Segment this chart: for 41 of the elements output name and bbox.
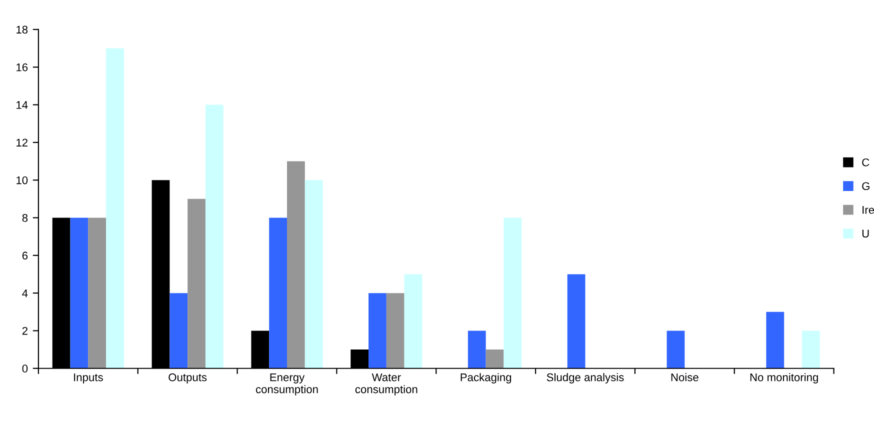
y-tick-label: 14 — [16, 101, 28, 109]
bar — [468, 330, 486, 368]
bar — [188, 198, 206, 368]
bar — [766, 312, 784, 368]
y-tick-label: 18 — [16, 26, 28, 34]
x-tick-label: Outputs — [168, 373, 207, 384]
bar — [368, 293, 386, 368]
legend-label: G — [862, 182, 870, 190]
bar — [386, 293, 404, 368]
bar — [88, 218, 106, 368]
x-tick-label: Sludge analysis — [546, 373, 624, 384]
bar — [170, 293, 188, 368]
bar — [205, 104, 224, 368]
x-tick-label: Noise — [671, 373, 698, 382]
legend-label: U — [862, 230, 869, 238]
y-tick-label: 6 — [22, 252, 28, 260]
x-tick-label: Inputs — [74, 374, 103, 384]
bar — [802, 330, 820, 368]
y-tick-label: 4 — [22, 289, 28, 298]
x-tick-label: Energy consumption — [256, 374, 318, 396]
y-tick-label: 2 — [22, 326, 28, 335]
bar — [269, 218, 287, 368]
legend-label: C — [862, 158, 870, 166]
bar — [486, 350, 504, 368]
y-tick-label: 0 — [22, 364, 28, 373]
bar — [666, 330, 685, 368]
y-tick-label: 8 — [22, 214, 28, 222]
bar — [70, 218, 88, 368]
x-tick-label: Water consumption — [355, 374, 418, 396]
x-tick-label: No monitoring — [750, 373, 818, 384]
bar — [304, 180, 323, 368]
bar — [504, 218, 522, 368]
x-tick-label: Packaging — [460, 373, 512, 384]
y-tick-label: 16 — [16, 63, 28, 72]
y-tick-label: 10 — [16, 176, 28, 184]
legend-label: Ire — [862, 206, 874, 214]
bar — [106, 48, 124, 368]
bar — [404, 274, 422, 368]
bar — [287, 161, 305, 368]
bar — [567, 274, 586, 368]
y-tick-label: 12 — [16, 138, 28, 146]
